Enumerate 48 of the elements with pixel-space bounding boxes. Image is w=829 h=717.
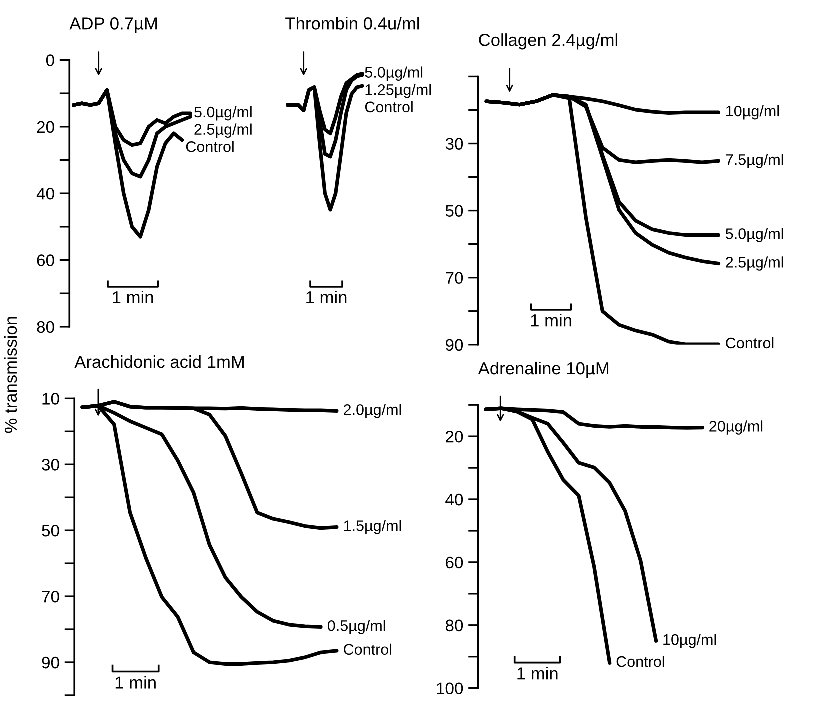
y-tick-label: 70 bbox=[446, 272, 464, 284]
series-label: 1.5µg/ml bbox=[344, 520, 402, 534]
y-tick-label: 10 bbox=[42, 393, 60, 405]
y-tick-label: 50 bbox=[446, 205, 464, 217]
chart-title: Arachidonic acid 1mM bbox=[74, 356, 244, 368]
series-label: 0.5µg/ml bbox=[328, 620, 386, 634]
annotation: 1 min bbox=[116, 676, 156, 689]
chart-title: Adrenaline 10µM bbox=[478, 362, 609, 378]
series-label: 10µg/ml bbox=[664, 634, 716, 648]
y-tick-label: 60 bbox=[37, 254, 54, 266]
y-tick-label: 0 bbox=[46, 54, 54, 66]
series-label: 2.5µg/ml bbox=[194, 124, 252, 138]
y-tick-label: 40 bbox=[446, 494, 464, 506]
series-label: 20µg/ml bbox=[710, 420, 763, 435]
y-tick-label: 100 bbox=[437, 682, 464, 695]
series-label: 5.0µg/ml bbox=[365, 66, 423, 81]
series-label: Control bbox=[186, 141, 234, 152]
annotation: 1 min bbox=[531, 314, 572, 327]
y-tick-label: 50 bbox=[42, 524, 60, 537]
series-label: Control bbox=[616, 656, 664, 668]
series-label: Control bbox=[365, 101, 413, 113]
series-label: 5.0µg/ml bbox=[726, 228, 784, 242]
y-tick-label: 90 bbox=[446, 339, 464, 352]
y-tick-label: 30 bbox=[446, 138, 464, 150]
y-tick-label: 80 bbox=[446, 620, 464, 632]
y-tick-label: 20 bbox=[446, 430, 464, 443]
series-label: 7.5µg/ml bbox=[726, 154, 784, 168]
series-label: Control bbox=[726, 337, 774, 349]
chart-title: Collagen 2.4µg/ml bbox=[479, 34, 618, 50]
y-tick-label: 20 bbox=[37, 121, 54, 134]
series-label: 1.25µg/ml bbox=[366, 84, 432, 98]
series-label: 5.0µg/ml bbox=[194, 106, 252, 121]
series-label: 2.0µg/ml bbox=[344, 404, 402, 418]
text: 1 min bbox=[306, 290, 347, 304]
chart-title: ADP 0.7µM bbox=[70, 18, 158, 34]
y-tick-label: 30 bbox=[42, 459, 60, 471]
annotation: 1 min bbox=[518, 667, 558, 680]
y-tick-label: 60 bbox=[446, 556, 464, 569]
y-tick-label: 90 bbox=[42, 656, 60, 669]
y-tick-label: 80 bbox=[37, 321, 54, 334]
y-axis-title: % transmission bbox=[4, 317, 18, 434]
annotation: 1 min bbox=[113, 290, 154, 304]
series-label: 2.5µg/ml bbox=[726, 256, 784, 271]
series-label: 10µg/ml bbox=[726, 105, 780, 120]
series-label: Control bbox=[344, 644, 392, 656]
y-tick-label: 70 bbox=[42, 590, 60, 603]
chart-title: Thrombin 0.4u/ml bbox=[286, 17, 420, 30]
y-tick-label: 40 bbox=[36, 188, 54, 200]
